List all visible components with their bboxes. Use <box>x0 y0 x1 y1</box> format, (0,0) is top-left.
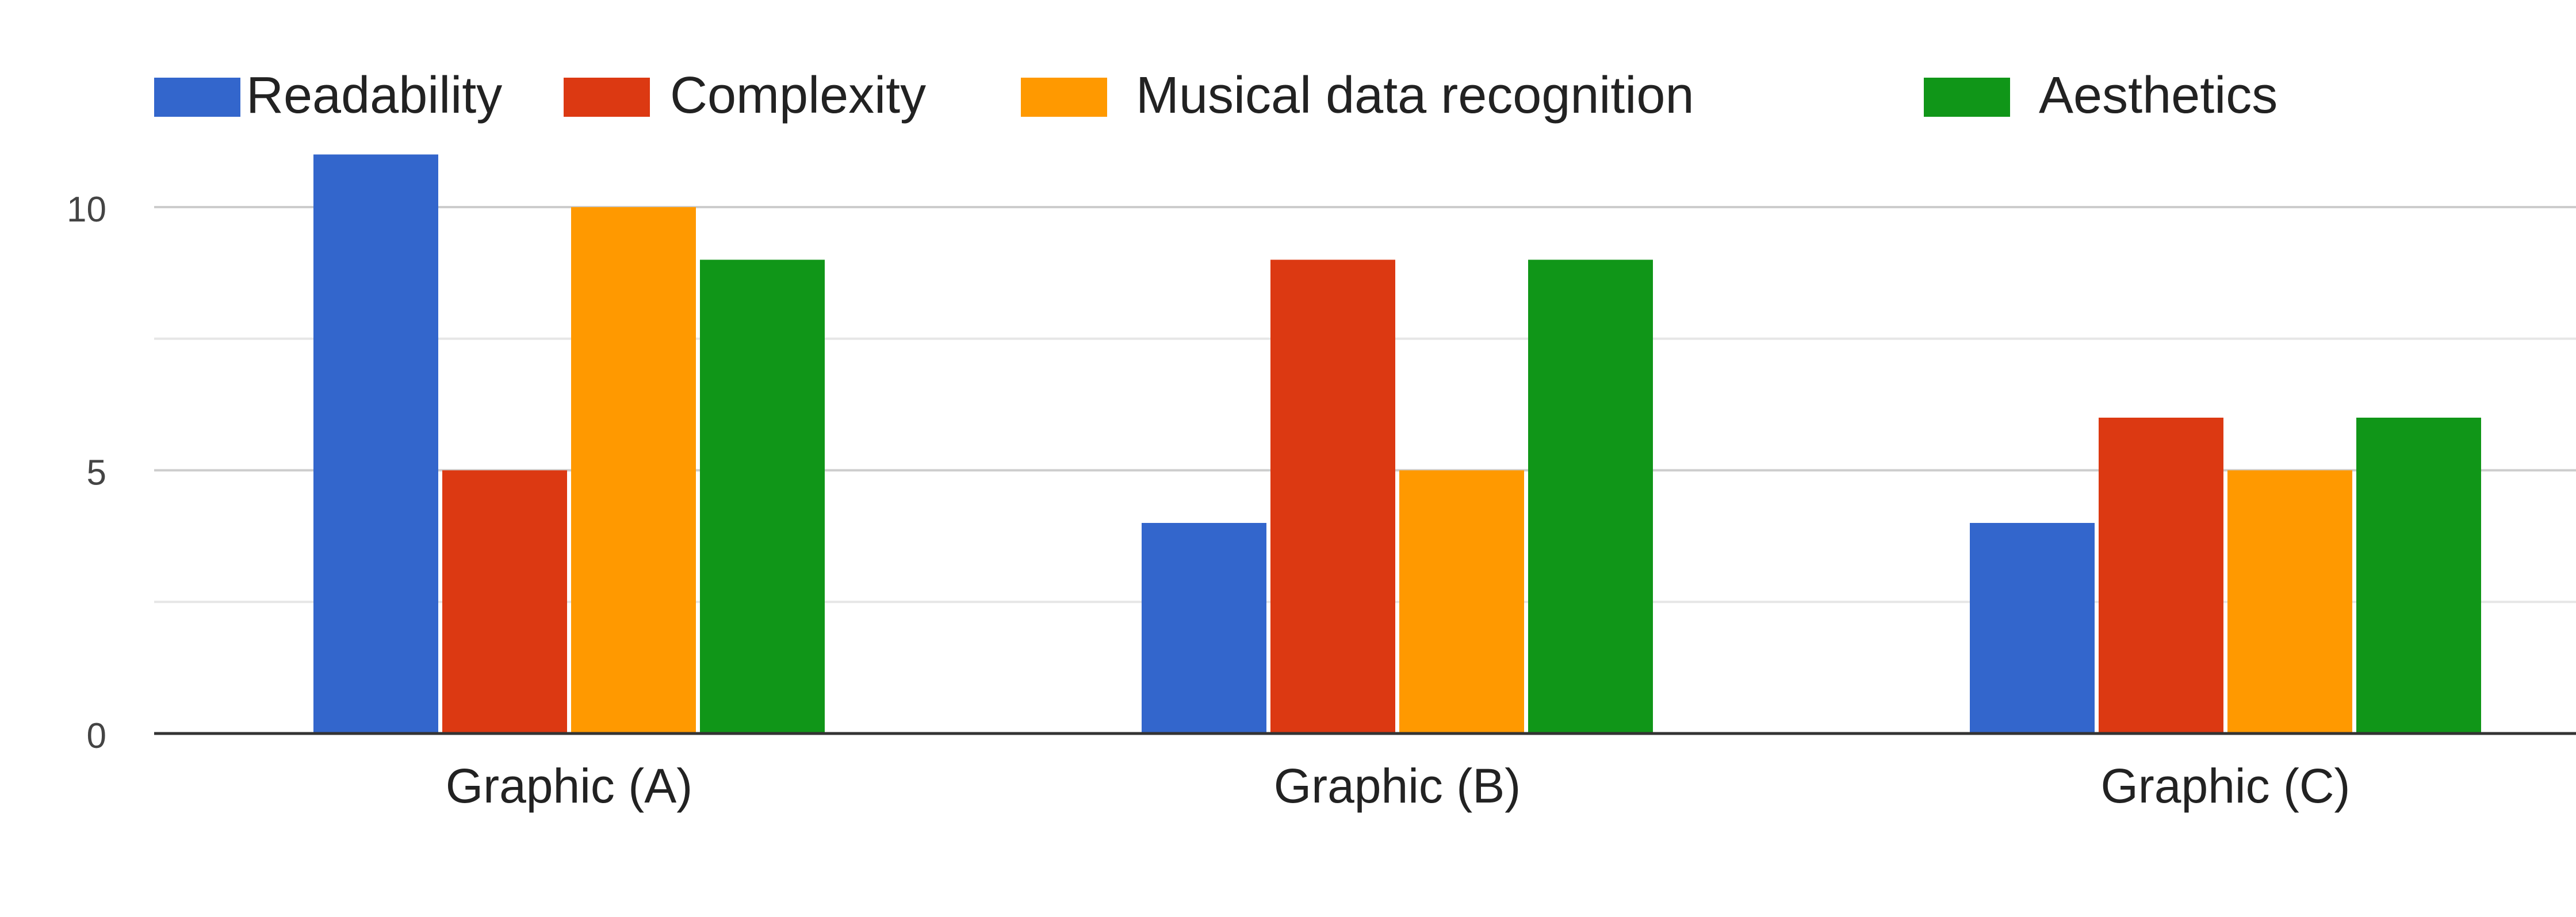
y-tick-label: 0 <box>87 716 106 756</box>
bar-readability <box>313 154 438 733</box>
bar-layer <box>313 154 2481 733</box>
bar-musical-data-recognition <box>1399 470 1524 733</box>
legend-swatch-complexity <box>564 78 650 117</box>
bar-musical-data-recognition <box>571 207 696 733</box>
axis-layer: 0 5 10 Graphic (A) Graphic (B) Graphic (C) <box>67 190 2576 813</box>
legend: Readability Complexity Musical data recogn… <box>154 67 2278 124</box>
y-tick-label: 5 <box>87 453 106 493</box>
bar-readability <box>1142 523 1266 733</box>
legend-item: Readability <box>154 67 502 124</box>
bar-readability <box>1970 523 2095 733</box>
legend-swatch-readability <box>154 78 240 117</box>
legend-label: Musical data recognition <box>1136 67 1694 124</box>
bar-aesthetics <box>700 259 825 733</box>
bar-complexity <box>2099 418 2223 733</box>
legend-item: Musical data recognition <box>1021 67 1694 124</box>
legend-item: Complexity <box>564 67 926 124</box>
x-category-label: Graphic (B) <box>1274 759 1521 813</box>
legend-label: Readability <box>246 67 502 124</box>
bar-complexity <box>1270 259 1395 733</box>
legend-item: Aesthetics <box>1924 67 2278 124</box>
y-tick-label: 10 <box>67 190 106 230</box>
x-category-label: Graphic (A) <box>446 759 692 813</box>
bar-complexity <box>442 470 567 733</box>
legend-swatch-aesthetics <box>1924 78 2010 117</box>
legend-swatch-musical-data-recognition <box>1021 78 1107 117</box>
legend-label: Complexity <box>670 67 926 124</box>
bar-musical-data-recognition <box>2227 470 2352 733</box>
legend-label: Aesthetics <box>2039 67 2278 124</box>
x-category-label: Graphic (C) <box>2100 759 2350 813</box>
bar-aesthetics <box>2356 418 2481 733</box>
bar-aesthetics <box>1528 259 1653 733</box>
